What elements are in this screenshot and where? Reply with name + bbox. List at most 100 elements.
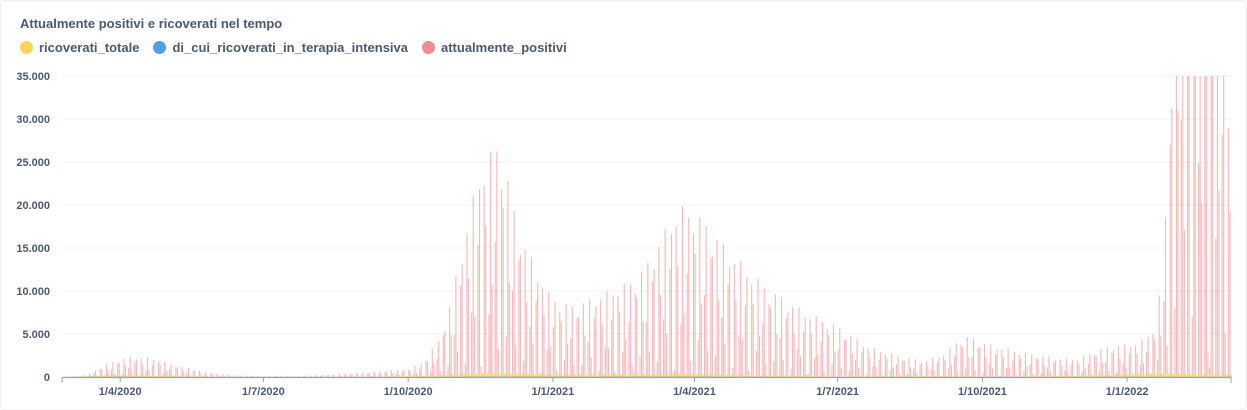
bar[interactable] — [88, 376, 90, 377]
bar[interactable] — [820, 376, 822, 377]
bar[interactable] — [460, 374, 462, 377]
bar[interactable] — [269, 376, 271, 377]
bar[interactable] — [493, 376, 495, 377]
bar[interactable] — [1210, 76, 1212, 377]
bar[interactable] — [1051, 376, 1053, 377]
bar[interactable] — [71, 376, 73, 377]
bar[interactable] — [653, 374, 655, 377]
bar[interactable] — [620, 374, 622, 377]
bar[interactable] — [795, 375, 797, 377]
bar[interactable] — [606, 290, 608, 377]
bar[interactable] — [1194, 76, 1196, 377]
bar[interactable] — [1045, 376, 1047, 377]
bar[interactable] — [123, 375, 125, 377]
bar[interactable] — [670, 374, 673, 377]
bar[interactable] — [686, 273, 688, 377]
bar[interactable] — [1127, 374, 1129, 377]
bar[interactable] — [738, 375, 740, 377]
bar[interactable] — [1204, 374, 1206, 377]
bar[interactable] — [768, 303, 770, 377]
bar[interactable] — [559, 311, 561, 377]
bar[interactable] — [563, 359, 566, 377]
bar[interactable] — [807, 374, 809, 377]
bar[interactable] — [560, 321, 562, 377]
bar[interactable] — [755, 350, 757, 377]
bar[interactable] — [711, 374, 713, 377]
bar[interactable] — [735, 301, 737, 377]
bar[interactable] — [184, 376, 186, 377]
bar[interactable] — [1157, 359, 1159, 377]
bar[interactable] — [129, 375, 131, 377]
bar[interactable] — [1125, 374, 1127, 377]
bar[interactable] — [430, 370, 432, 377]
bar[interactable] — [150, 375, 152, 377]
bar[interactable] — [880, 376, 882, 377]
bar[interactable] — [1201, 202, 1203, 377]
bar[interactable] — [175, 367, 177, 377]
bar[interactable] — [809, 319, 811, 377]
bar[interactable] — [578, 316, 580, 377]
bar[interactable] — [592, 374, 594, 377]
bar[interactable] — [409, 376, 411, 377]
bar[interactable] — [1199, 76, 1201, 377]
bar[interactable] — [716, 239, 718, 377]
bar[interactable] — [460, 286, 462, 377]
bar[interactable] — [941, 376, 943, 377]
bar[interactable] — [804, 376, 806, 377]
bar[interactable] — [1141, 339, 1143, 377]
bar[interactable] — [96, 375, 98, 377]
bar[interactable] — [1100, 348, 1102, 377]
bar[interactable] — [611, 374, 613, 377]
bar[interactable] — [1001, 349, 1003, 377]
bar[interactable] — [1105, 375, 1107, 377]
bar[interactable] — [1158, 295, 1160, 377]
bar[interactable] — [1081, 371, 1083, 377]
bar[interactable] — [386, 371, 388, 377]
bar[interactable] — [1105, 362, 1107, 377]
bar[interactable] — [935, 376, 937, 377]
bar[interactable] — [416, 375, 418, 377]
bar[interactable] — [321, 374, 323, 377]
bar[interactable] — [788, 375, 791, 377]
bar[interactable] — [524, 250, 526, 377]
bar[interactable] — [419, 375, 421, 377]
bar[interactable] — [326, 375, 328, 377]
bar[interactable] — [917, 376, 920, 377]
bar[interactable] — [367, 372, 369, 377]
bar[interactable] — [870, 376, 872, 377]
bar[interactable] — [919, 376, 921, 377]
bar[interactable] — [110, 369, 112, 377]
bar[interactable] — [708, 374, 710, 377]
bar[interactable] — [1086, 375, 1088, 377]
bar[interactable] — [916, 376, 918, 377]
bar[interactable] — [606, 374, 608, 377]
bar[interactable] — [730, 374, 732, 377]
bar[interactable] — [534, 374, 536, 377]
bar[interactable] — [493, 373, 495, 377]
bar[interactable] — [661, 374, 663, 377]
bar[interactable] — [1182, 76, 1184, 377]
bar[interactable] — [960, 376, 962, 377]
bar[interactable] — [349, 373, 352, 377]
bar[interactable] — [482, 373, 484, 377]
bar[interactable] — [186, 376, 188, 377]
bar[interactable] — [132, 375, 134, 377]
bar[interactable] — [393, 376, 396, 377]
bar[interactable] — [205, 371, 207, 377]
bar[interactable] — [593, 374, 595, 377]
bar[interactable] — [1095, 375, 1097, 377]
bar[interactable] — [1199, 374, 1201, 377]
bar[interactable] — [442, 374, 444, 377]
bar[interactable] — [228, 374, 230, 377]
bar[interactable] — [982, 372, 984, 377]
bar[interactable] — [703, 374, 706, 377]
bar[interactable] — [1062, 376, 1064, 377]
bar[interactable] — [456, 374, 459, 377]
bar[interactable] — [82, 376, 84, 377]
bar[interactable] — [1210, 374, 1212, 377]
bar[interactable] — [1163, 301, 1165, 377]
bar[interactable] — [595, 374, 597, 377]
bar[interactable] — [77, 375, 79, 377]
bar[interactable] — [1048, 376, 1050, 377]
bar[interactable] — [867, 376, 869, 377]
